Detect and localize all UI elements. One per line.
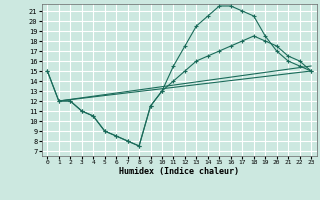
X-axis label: Humidex (Indice chaleur): Humidex (Indice chaleur) <box>119 167 239 176</box>
